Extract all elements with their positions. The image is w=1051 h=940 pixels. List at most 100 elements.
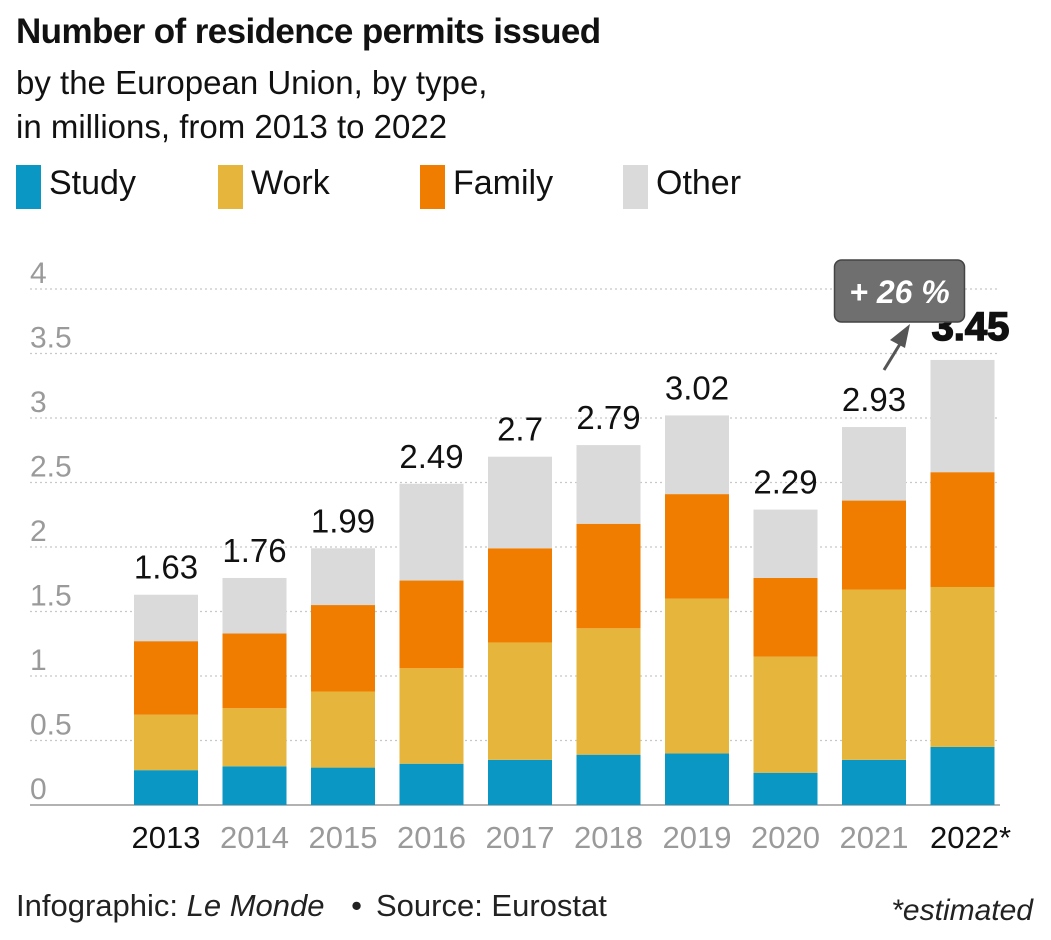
bar-segment-study <box>311 767 375 805</box>
bar-segment-work <box>311 691 375 768</box>
y-tick-label: 0 <box>30 773 47 806</box>
chart-title: Number of residence permits issued <box>16 12 601 51</box>
footer-credit-prefix: Infographic: <box>16 888 187 923</box>
footer-credit: Infographic: Le Monde • Source: Eurostat <box>16 888 607 924</box>
bar-segment-study <box>930 746 995 805</box>
footer-credit-name: Le Monde <box>186 888 325 923</box>
bar-total-label: 1.76 <box>222 532 286 569</box>
y-tick-label: 2 <box>30 515 47 548</box>
bar-total-label: 2.7 <box>497 411 543 448</box>
bar-segment-other <box>222 577 287 634</box>
bar-group <box>399 483 464 805</box>
x-tick-label: 2020 <box>751 820 820 855</box>
bar-total-label: 2.49 <box>399 438 463 475</box>
x-axis-ticks: 2013 2014 2015 2016 2017 2018 2019 2020 2021 2022… <box>132 820 1012 855</box>
x-tick-label: 2013 <box>132 820 201 855</box>
bar-segment-study <box>399 763 464 805</box>
bar-segment-study <box>842 759 906 805</box>
legend-label-other: Other <box>656 164 742 202</box>
x-tick-label: 2015 <box>309 820 378 855</box>
bar-segment-work <box>753 656 818 773</box>
x-tick-label: 2018 <box>574 820 643 855</box>
bar-total-label: 2.79 <box>576 399 640 436</box>
bar-group <box>930 359 995 805</box>
bar-group <box>311 548 375 805</box>
y-tick-label: 1 <box>30 644 47 677</box>
y-tick-label: 0.5 <box>30 709 72 742</box>
bar-segment-family <box>576 523 641 629</box>
bar-segment-study <box>134 770 198 805</box>
x-tick-label: 2019 <box>663 820 732 855</box>
x-tick-label: 2016 <box>397 820 466 855</box>
bar-segment-family <box>311 605 375 692</box>
y-tick-label: 2.5 <box>30 451 72 484</box>
bar-total-label: 2.93 <box>842 381 906 418</box>
footer-separator: • <box>351 888 362 923</box>
bar-group <box>753 509 818 805</box>
bar-total-label: 1.63 <box>134 549 198 586</box>
bar-segment-family <box>488 548 552 643</box>
bars-layer: 1.63 1.761.992.492.7 2.793.022.292.933.45 <box>134 304 1010 805</box>
bar-segment-work <box>576 628 641 755</box>
legend-swatch-family <box>420 165 445 209</box>
bar-segment-other <box>665 415 729 495</box>
y-tick-label: 4 <box>30 257 47 290</box>
bar-segment-study <box>222 766 287 805</box>
chart-subtitle-line-2: in millions, from 2013 to 2022 <box>16 108 448 145</box>
bar-group <box>842 427 906 805</box>
bar-group <box>134 594 198 805</box>
bar-total-label: 1.99 <box>311 502 375 539</box>
x-tick-label: 2021 <box>840 820 909 855</box>
bar-segment-work <box>134 714 198 771</box>
bar-total-label: 2.29 <box>753 464 817 501</box>
bar-segment-family <box>665 494 729 599</box>
stacked-bar-chart: 0 0.5 1 1.5 2 2.5 3 3.5 4 1.63 1.76 1.99 2.49 2.7 2.7… <box>30 257 1012 855</box>
bar-segment-other <box>576 445 641 524</box>
bar-segment-study <box>665 753 729 805</box>
y-tick-label: 3.5 <box>30 322 72 355</box>
bar-segment-work <box>399 668 464 764</box>
legend-label-family: Family <box>453 164 554 202</box>
bar-segment-family <box>222 633 287 709</box>
bar-segment-other <box>399 483 464 581</box>
annotation-text: + 26 % <box>849 274 950 310</box>
annotation-layer: + 26 % <box>833 259 966 371</box>
bar-segment-work <box>488 642 552 760</box>
legend: Study Work Family Other <box>16 163 916 213</box>
bar-segment-other <box>842 427 906 501</box>
y-tick-label: 3 <box>30 386 47 419</box>
footer-note: *estimated <box>891 894 1033 927</box>
x-tick-label: 2017 <box>486 820 555 855</box>
annotation-badge <box>833 259 966 323</box>
bar-segment-other <box>753 509 818 578</box>
legend-swatch-study <box>16 165 41 209</box>
bar-group <box>222 577 287 805</box>
legend-label-work: Work <box>251 164 330 202</box>
bar-segment-other <box>311 548 375 606</box>
bar-group <box>488 456 552 805</box>
y-axis-ticks: 0 0.5 1 1.5 2 2.5 3 3.5 4 <box>30 257 72 806</box>
bar-segment-work <box>665 598 729 754</box>
bar-group <box>576 445 641 805</box>
bar-segment-family <box>753 577 818 657</box>
chart-subtitle-line-1: by the European Union, by type, <box>16 64 488 101</box>
annotation-arrow-shaft <box>882 343 902 371</box>
y-tick-label: 1.5 <box>30 580 72 613</box>
bar-segment-family <box>399 580 464 669</box>
legend-label-study: Study <box>49 164 136 202</box>
bar-segment-family <box>842 500 906 590</box>
bar-segment-study <box>488 759 552 805</box>
bar-segment-family <box>134 641 198 715</box>
bar-segment-other <box>488 456 552 549</box>
bar-segment-work <box>842 589 906 760</box>
bar-segment-other <box>134 594 198 642</box>
bar-segment-study <box>753 772 818 805</box>
bar-total-label: 3.02 <box>665 369 729 406</box>
bar-segment-family <box>930 472 995 587</box>
x-tick-label: 2022* <box>930 820 1011 855</box>
legend-swatch-other <box>623 165 648 209</box>
bar-segment-other <box>930 359 995 473</box>
footer-source: Source: Eurostat <box>375 888 607 923</box>
bar-segment-work <box>930 586 995 747</box>
bar-segment-work <box>222 708 287 767</box>
